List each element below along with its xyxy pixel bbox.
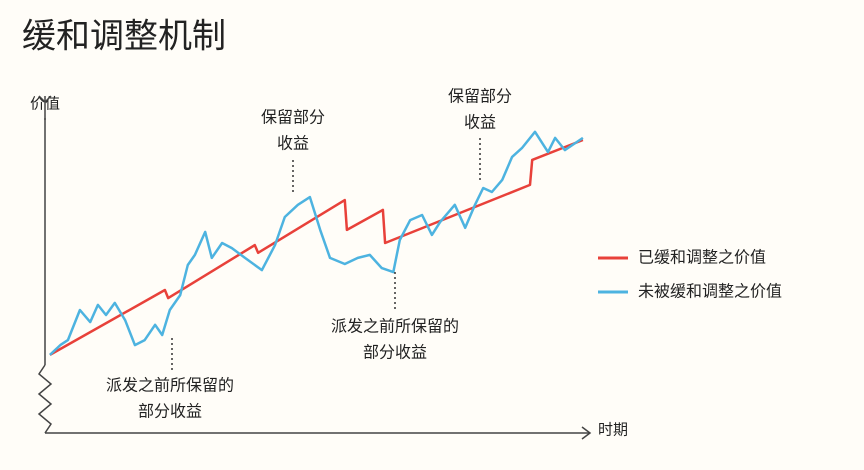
x-axis-label: 时期 [598,421,628,439]
annotation-text: 保留部分 [448,87,512,106]
axes [37,95,592,440]
annotation-text: 部分收益 [138,402,202,421]
x-arrow [581,426,592,440]
axis-break [37,364,53,434]
annotation-text: 收益 [277,134,309,153]
series-line [49,130,584,356]
series-line [49,138,584,356]
annotation-text: 保留部分 [261,108,325,127]
legend-label: 未被缓和调整之价值 [638,282,782,301]
annotation-text: 派发之前所保留的 [106,376,234,395]
annotation-text: 派发之前所保留的 [331,317,459,336]
chart-title: 缓和调整机制 [22,17,226,57]
annotation-text: 部分收益 [363,343,427,362]
annotation-text: 收益 [464,113,496,132]
legend-label: 已缓和调整之价值 [638,248,766,267]
